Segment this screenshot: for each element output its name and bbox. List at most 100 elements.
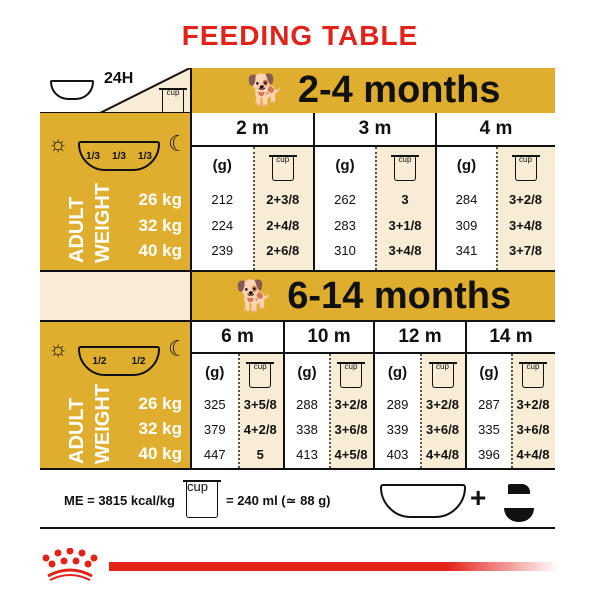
- cups-column: [420, 354, 465, 468]
- sun-icon: ☼: [48, 131, 69, 156]
- grams-unit: (g): [205, 364, 225, 381]
- grams-value: 447: [203, 447, 226, 462]
- water-tap-icon: [500, 478, 540, 524]
- cups-value: 2+4/8: [266, 218, 300, 233]
- grams-value: 379: [203, 422, 226, 437]
- grams-column: [315, 147, 375, 270]
- month-header: 10 m: [285, 322, 373, 354]
- sun-icon: ☼: [48, 336, 69, 361]
- cups-column: [329, 354, 373, 468]
- cups-value: 3+4/8: [388, 243, 422, 258]
- grams-value: 309: [455, 218, 478, 233]
- weight-panel-1: ☼ ☾ 1/3 1/3 1/3 ADULT WEIGHT 26 kg 32 kg 4…: [40, 113, 190, 272]
- cups-value: 2+3/8: [266, 192, 300, 207]
- cup-icon: cup: [496, 149, 555, 181]
- cup-icon: cup: [253, 149, 314, 181]
- weight-value: 40 kg: [138, 241, 182, 260]
- month-column: 6 m (g) cup 325 3+5/8 379 4+2/8 447 5: [190, 322, 283, 468]
- cup-icon: cup: [420, 356, 465, 388]
- puppy-icon: 🐕: [246, 74, 284, 107]
- plus-sign: +: [470, 482, 487, 513]
- month-column: 14 m (g) cup 287 3+2/8 335 3+6/8 396 4+4/8: [465, 322, 555, 468]
- cups-column: [511, 354, 555, 468]
- brand-logo: [40, 547, 100, 582]
- adult-label: ADULT: [66, 196, 88, 263]
- cups-value: 3+5/8: [243, 397, 277, 412]
- grams-column: [467, 354, 511, 468]
- cups-column: [237, 354, 283, 468]
- weight-value: 26 kg: [138, 190, 182, 209]
- cups-column: [252, 147, 313, 270]
- month-column: 12 m (g) cup 289 3+2/8 339 3+6/8 403 4+4/8: [373, 322, 465, 468]
- weight-value: 26 kg: [138, 394, 182, 413]
- young-dog-icon: 🐕: [235, 279, 274, 313]
- month-header: 14 m: [467, 322, 555, 354]
- grams-unit: (g): [335, 157, 355, 174]
- grams-value: 284: [455, 192, 478, 207]
- month-column: 10 m (g) cup 288 3+2/8 338 3+6/8 413 4+5/8: [283, 322, 373, 468]
- section-band-6-14-months: 🐕 6-14 months: [190, 272, 555, 320]
- grams-value: 413: [296, 447, 318, 462]
- moon-icon: ☾: [168, 131, 188, 156]
- grams-value: 287: [478, 397, 500, 412]
- month-header: 2 m: [192, 113, 313, 147]
- food-bowl-icon: 1/2 1/2: [78, 346, 160, 376]
- cups-value: 4+4/8: [426, 447, 459, 462]
- cups-value: 3+2/8: [334, 397, 368, 412]
- cups-value: 3+4/8: [509, 218, 542, 233]
- cups-value: 4+4/8: [516, 447, 550, 462]
- feeding-table-6-14-months: 6 m (g) cup 325 3+5/8 379 4+2/8 447 5 10 m …: [190, 320, 555, 470]
- grams-value: 224: [211, 218, 234, 233]
- section-band-2-4-months: 🐕 2-4 months: [190, 68, 555, 113]
- grams-column: [437, 147, 496, 270]
- weight-value: 40 kg: [138, 444, 182, 463]
- cups-value: 3: [401, 192, 409, 207]
- grams-value: 325: [203, 397, 226, 412]
- grams-value: 310: [334, 243, 356, 258]
- section-label: 2-4 months: [297, 69, 501, 111]
- grams-value: 239: [211, 243, 234, 258]
- daily-header: 24H cup: [40, 68, 190, 114]
- grams-unit: (g): [479, 364, 499, 381]
- brand-bar: [109, 562, 559, 571]
- cups-column: [375, 147, 435, 270]
- cups-value: 5: [256, 447, 264, 462]
- cup-icon: cup: [159, 82, 187, 114]
- food-bowl-icon: [380, 484, 466, 518]
- grams-value: 338: [296, 422, 318, 437]
- cups-value: 2+6/8: [266, 243, 300, 258]
- weight-value: 32 kg: [138, 216, 182, 235]
- grams-unit: (g): [456, 157, 477, 174]
- cup-icon: cup: [183, 478, 221, 518]
- weight-label: WEIGHT: [92, 183, 114, 263]
- month-column: 2 m (g) cup 212 2+3/8 224 2+4/8 239 2+6/8: [190, 113, 313, 270]
- grams-column: [375, 354, 420, 468]
- food-bowl-icon: 1/3 1/3 1/3: [78, 141, 160, 171]
- month-header: 4 m: [437, 113, 555, 147]
- grams-column: [192, 147, 253, 270]
- cups-value: 4+2/8: [243, 422, 277, 437]
- cups-value: 3+7/8: [509, 243, 542, 258]
- grams-value: 403: [386, 447, 409, 462]
- cup-icon: cup: [329, 356, 373, 388]
- grams-unit: (g): [297, 364, 317, 381]
- month-header: 12 m: [375, 322, 465, 354]
- cup-icon: cup: [375, 149, 435, 181]
- grams-value: 289: [386, 397, 409, 412]
- grams-unit: (g): [387, 364, 408, 381]
- moon-icon: ☾: [168, 336, 188, 361]
- month-header: 3 m: [315, 113, 435, 147]
- diagonal-divider: [99, 68, 190, 113]
- grams-value: 339: [386, 422, 409, 437]
- month-column: 4 m (g) cup 284 3+2/8 309 3+4/8 341 3+7/8: [435, 113, 555, 270]
- grams-value: 396: [478, 447, 500, 462]
- month-header: 6 m: [192, 322, 283, 354]
- cups-column: [496, 147, 555, 270]
- energy-text: ME = 3815 kcal/kg: [64, 493, 175, 508]
- section-label: 6-14 months: [287, 274, 512, 317]
- grams-value: 288: [296, 397, 318, 412]
- feeding-table-2-4-months: 2 m (g) cup 212 2+3/8 224 2+4/8 239 2+6/8 3…: [190, 113, 555, 272]
- cups-value: 3+6/8: [334, 422, 368, 437]
- grams-unit: (g): [212, 157, 232, 174]
- cup-icon: cup: [238, 356, 284, 388]
